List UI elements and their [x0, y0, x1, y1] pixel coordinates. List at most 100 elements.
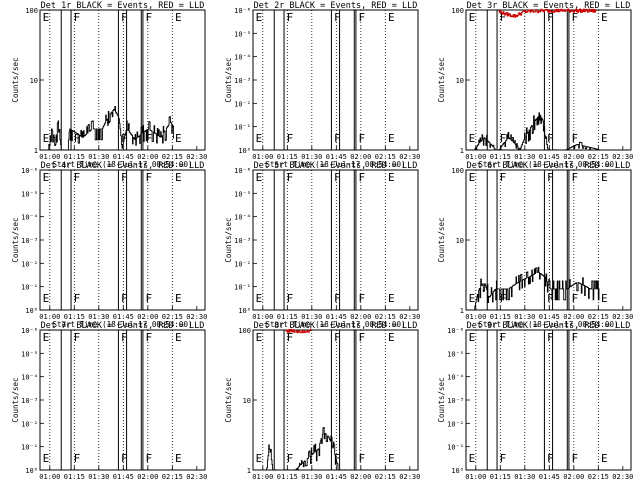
y-axis-label: Counts/sec — [11, 217, 20, 262]
lld-series — [285, 328, 312, 334]
x-tick-label: 01:00 — [465, 473, 486, 480]
y-tick-label: 10⁻¹ — [447, 444, 464, 452]
plot-frame — [39, 329, 206, 471]
panel-title: Det 5r BLACK = Events, RED = LLD — [254, 161, 418, 171]
flag-label-bottom: F — [74, 292, 81, 305]
flag-label-top: F — [146, 171, 153, 184]
y-axis-label: Counts/sec — [224, 217, 233, 262]
plot-frame — [465, 329, 632, 471]
flag-label-bottom: E — [256, 132, 263, 145]
x-tick-label: 01:30 — [301, 313, 322, 321]
flag-label-top: F — [74, 171, 81, 184]
x-tick-label: 02:30 — [186, 313, 207, 321]
x-tick-label: 01:15 — [277, 473, 298, 480]
flag-label-top: E — [43, 331, 50, 344]
x-tick-label: 01:15 — [490, 313, 511, 321]
flag-label-top: F — [287, 11, 294, 24]
y-tick-label: 10⁻⁵ — [447, 350, 464, 358]
x-axis-label: Start Time (18-Jul-17 00:54:00) — [53, 320, 193, 329]
flag-label-bottom: E — [469, 132, 476, 145]
y-tick-label: 10⁻¹ — [21, 444, 38, 452]
plot-frame — [252, 9, 419, 151]
x-tick-label: 02:15 — [588, 153, 609, 161]
y-tick-label: 10⁻² — [21, 260, 38, 268]
y-tick-label: 10⁻⁶ — [21, 327, 38, 335]
flag-label-top: F — [500, 331, 507, 344]
detector-panel: Det 8r BLACK = Events, RED = LLDEEFFFFFF… — [224, 321, 420, 480]
x-tick-label: 02:00 — [563, 153, 584, 161]
flag-label-top: F — [547, 171, 554, 184]
flag-label-bottom: E — [43, 292, 50, 305]
flag-label-top: E — [256, 331, 263, 344]
y-tick-label: 10⁻⁶ — [234, 167, 251, 175]
flag-label-top: F — [547, 11, 554, 24]
x-tick-label: 01:00 — [39, 153, 60, 161]
flag-label-top: E — [43, 11, 50, 24]
flag-label-bottom: E — [256, 452, 263, 465]
x-tick-label: 02:15 — [375, 153, 396, 161]
y-tick-label: 1 — [34, 147, 38, 155]
y-tick-label: 100 — [238, 327, 251, 335]
y-tick-label: 10⁻⁵ — [21, 350, 38, 358]
detector-panel: Det 3r BLACK = Events, RED = LLDEEFFFFFF… — [437, 1, 633, 169]
flag-label-top: F — [359, 331, 366, 344]
flag-label-bottom: E — [43, 132, 50, 145]
x-tick-label: 02:30 — [612, 473, 633, 480]
plot-frame — [39, 169, 206, 311]
flag-label-bottom: F — [74, 452, 81, 465]
x-tick-label: 02:30 — [612, 313, 633, 321]
x-tick-label: 01:15 — [64, 313, 85, 321]
y-tick-label: 10⁻³ — [21, 397, 38, 405]
flag-label-bottom: E — [256, 292, 263, 305]
flag-label-top: F — [121, 171, 128, 184]
y-axis-label: Counts/sec — [437, 217, 446, 262]
y-tick-label: 10⁻³ — [234, 77, 251, 85]
flag-label-bottom: F — [572, 292, 579, 305]
detector-panel: Det 2r BLACK = Events, RED = LLDEEFFFFFF… — [224, 1, 420, 169]
x-tick-label: 01:15 — [64, 473, 85, 480]
y-axis-label: Counts/sec — [224, 377, 233, 422]
x-tick-label: 01:45 — [539, 473, 560, 480]
x-tick-label: 01:15 — [64, 153, 85, 161]
panel-title: Det 3r BLACK = Events, RED = LLD — [467, 1, 631, 11]
y-tick-label: 10⁻⁴ — [21, 374, 38, 382]
x-tick-label: 01:45 — [539, 153, 560, 161]
y-tick-label: 10⁻⁶ — [447, 327, 464, 335]
events-series — [474, 112, 601, 151]
x-tick-label: 02:30 — [399, 153, 420, 161]
x-tick-label: 01:45 — [326, 153, 347, 161]
x-tick-label: 01:45 — [113, 153, 134, 161]
plot-frame — [39, 9, 206, 151]
plot-frame — [252, 329, 419, 471]
flag-label-top: F — [287, 331, 294, 344]
plot-frame — [465, 9, 632, 151]
flag-label-bottom: E — [175, 132, 182, 145]
panel-title: Det 1r BLACK = Events, RED = LLD — [41, 1, 205, 11]
y-tick-label: 10⁻⁶ — [21, 167, 38, 175]
flag-label-top: F — [74, 331, 81, 344]
y-tick-label: 10⁰ — [451, 467, 464, 475]
events-series — [266, 426, 361, 471]
flag-label-bottom: F — [287, 292, 294, 305]
flag-label-bottom: E — [469, 292, 476, 305]
flag-label-bottom: F — [334, 132, 341, 145]
flag-label-top: E — [256, 11, 263, 24]
y-tick-label: 10⁰ — [238, 307, 251, 315]
x-tick-label: 02:30 — [612, 153, 633, 161]
flag-label-top: F — [74, 11, 81, 24]
flag-label-bottom: F — [500, 452, 507, 465]
flag-label-bottom: E — [388, 132, 395, 145]
y-tick-label: 10⁻⁴ — [447, 374, 464, 382]
x-tick-label: 01:45 — [326, 313, 347, 321]
y-tick-label: 10 — [456, 237, 464, 245]
x-tick-label: 02:00 — [137, 313, 158, 321]
x-tick-label: 01:30 — [514, 313, 535, 321]
flag-label-bottom: E — [601, 452, 608, 465]
y-tick-label: 10⁻² — [447, 420, 464, 428]
lld-series — [498, 8, 597, 18]
flag-label-top: E — [601, 331, 608, 344]
x-tick-label: 01:30 — [301, 153, 322, 161]
x-tick-label: 01:00 — [252, 313, 273, 321]
x-tick-label: 02:00 — [350, 313, 371, 321]
